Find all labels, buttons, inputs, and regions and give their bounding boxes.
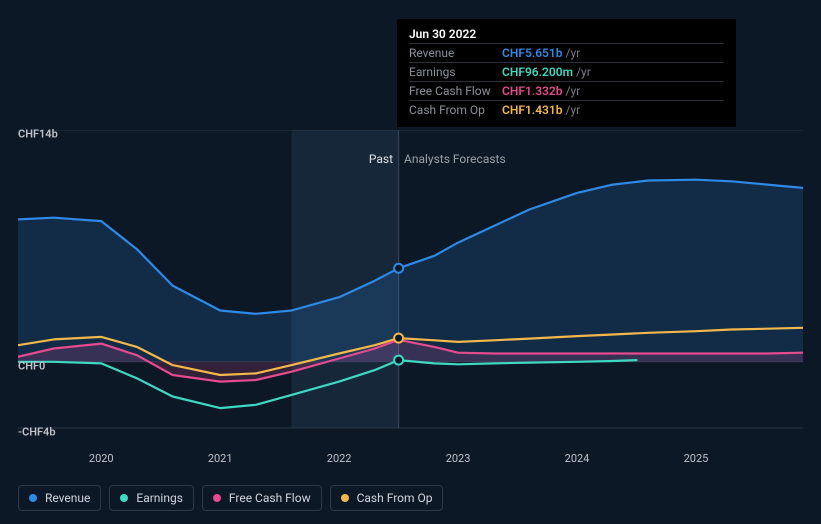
x-axis-label: 2022: [327, 452, 352, 465]
tooltip-row-unit: /yr: [576, 65, 591, 79]
legend-dot-icon: [213, 494, 221, 502]
legend-dot-icon: [29, 494, 37, 502]
tooltip-row-unit: /yr: [566, 84, 581, 98]
tooltip-row-value: CHF1.332b: [502, 84, 563, 98]
x-axis-label: 2020: [89, 452, 114, 465]
section-label-forecast: Analysts Forecasts: [404, 152, 506, 166]
legend-label: Earnings: [136, 491, 183, 505]
legend-item-fcf[interactable]: Free Cash Flow: [202, 485, 322, 511]
legend-item-cashop[interactable]: Cash From Op: [330, 485, 444, 511]
legend-item-revenue[interactable]: Revenue: [18, 485, 101, 511]
tooltip-row-value: CHF96.200m: [502, 65, 573, 79]
financials-chart[interactable]: [18, 130, 803, 450]
tooltip-row: EarningsCHF96.200m/yr: [409, 62, 724, 81]
y-axis-label: CHF0: [18, 359, 31, 372]
tooltip-row-label: Earnings: [409, 65, 502, 79]
tooltip-row-label: Free Cash Flow: [409, 84, 502, 98]
tooltip-row-unit: /yr: [566, 103, 581, 117]
tooltip-row: Cash From OpCHF1.431b/yr: [409, 100, 724, 119]
chart-tooltip: Jun 30 2022 RevenueCHF5.651b/yrEarningsC…: [397, 19, 736, 127]
tooltip-row-label: Cash From Op: [409, 103, 502, 117]
section-label-past: Past: [369, 152, 393, 166]
legend-label: Revenue: [45, 491, 90, 505]
tooltip-row-value: CHF1.431b: [502, 103, 563, 117]
chart-legend: Revenue Earnings Free Cash Flow Cash From O…: [18, 485, 443, 511]
x-axis-label: 2025: [684, 452, 709, 465]
legend-label: Free Cash Flow: [229, 491, 311, 505]
x-axis-label: 2021: [208, 452, 233, 465]
legend-dot-icon: [341, 494, 349, 502]
tooltip-row-label: Revenue: [409, 46, 502, 60]
x-axis-label: 2024: [565, 452, 590, 465]
tooltip-row: RevenueCHF5.651b/yr: [409, 43, 724, 62]
y-axis-label: CHF14b: [18, 128, 31, 141]
x-axis-label: 2023: [446, 452, 471, 465]
tooltip-row-unit: /yr: [566, 46, 581, 60]
tooltip-row: Free Cash FlowCHF1.332b/yr: [409, 81, 724, 100]
legend-label: Cash From Op: [357, 491, 433, 505]
y-axis-label: -CHF4b: [18, 426, 31, 439]
tooltip-row-value: CHF5.651b: [502, 46, 563, 60]
legend-dot-icon: [120, 494, 128, 502]
tooltip-date: Jun 30 2022: [409, 27, 724, 41]
legend-item-earnings[interactable]: Earnings: [109, 485, 194, 511]
